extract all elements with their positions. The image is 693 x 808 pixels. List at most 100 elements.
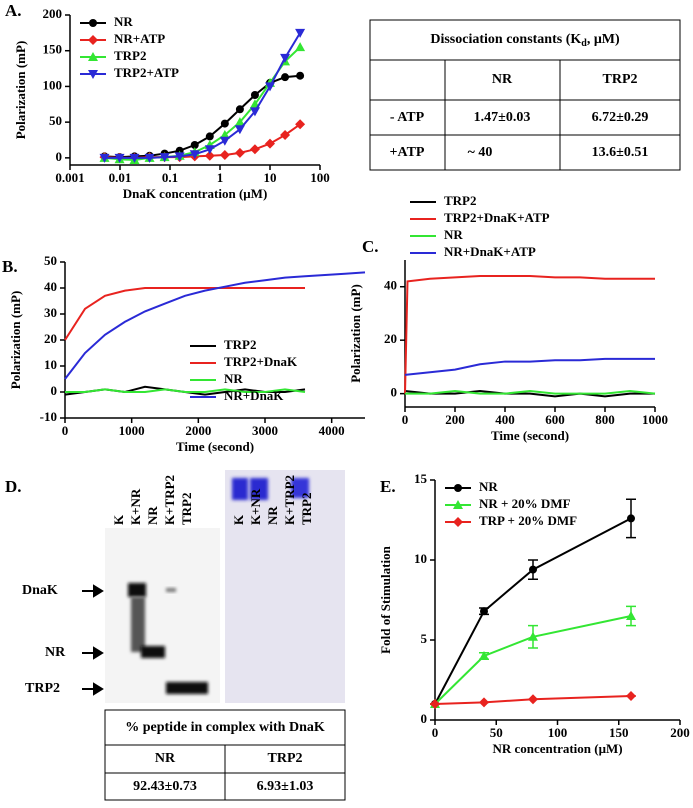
row-label: - ATP xyxy=(390,110,425,125)
x-axis-title: Time (second) xyxy=(491,428,569,443)
x-tick-label: 600 xyxy=(545,412,565,427)
data-point xyxy=(114,153,125,163)
gel-left xyxy=(105,528,220,703)
panel-label: B. xyxy=(2,257,18,276)
data-point xyxy=(129,153,140,163)
legend-label: TRP2+DnaK xyxy=(224,354,298,369)
y-axis-title: Polarization (mP) xyxy=(348,284,363,383)
data-point xyxy=(159,153,170,163)
gel-right xyxy=(225,470,345,703)
data-point xyxy=(250,91,259,99)
data-point xyxy=(265,138,275,149)
legend-label: TRP + 20% DMF xyxy=(479,513,577,528)
gel-lane-labels: K K+NR NR K+TRP2 TRP2 K K+NR NR K+TRP2 T… xyxy=(111,475,314,525)
x-tick-label: 100 xyxy=(310,170,330,185)
data-point xyxy=(189,150,200,160)
series-line xyxy=(405,389,656,395)
data-point xyxy=(99,153,110,163)
y-tick-label: 200 xyxy=(43,6,63,21)
complex-table xyxy=(104,709,346,801)
data-point xyxy=(295,42,306,52)
legend-label: NR+ATP xyxy=(114,31,165,46)
panel-label: D. xyxy=(5,477,22,496)
legend-marker xyxy=(89,19,97,27)
x-tick-label: 1 xyxy=(217,170,224,185)
data-point xyxy=(144,153,155,163)
x-axis-title: Time (second) xyxy=(176,439,254,454)
series-line xyxy=(64,287,305,341)
gel-markers: DnaK NR TRP2 xyxy=(22,583,104,696)
column-header: NR xyxy=(492,72,513,87)
lane-label: NR xyxy=(265,506,280,525)
x-tick-label: 200 xyxy=(670,725,690,740)
data-point xyxy=(280,130,291,140)
table-cell: ~ 40 xyxy=(468,145,493,160)
series-line xyxy=(434,695,632,705)
table-cell: 92.43±0.73 xyxy=(133,779,197,794)
data-point xyxy=(280,53,291,63)
x-tick-label: 0.001 xyxy=(55,170,84,185)
lane-label: K xyxy=(231,514,246,525)
legend-marker xyxy=(454,484,462,492)
lane-label: K+TRP2 xyxy=(282,475,297,525)
legend-marker xyxy=(88,52,98,61)
lane-label: NR xyxy=(145,506,160,525)
legend-marker xyxy=(88,35,98,45)
x-tick-label: 50 xyxy=(490,725,503,740)
y-tick-label: 50 xyxy=(49,113,62,128)
data-point xyxy=(295,28,306,38)
x-tick-label: 10 xyxy=(264,170,277,185)
data-point xyxy=(219,150,230,160)
y-tick-label: 10 xyxy=(414,551,427,566)
legend-marker xyxy=(453,500,463,509)
data-point xyxy=(204,150,215,161)
x-tick-label: 200 xyxy=(445,412,465,427)
legend-label: NR+DnaK+ATP xyxy=(444,244,536,259)
data-point xyxy=(296,71,305,80)
series-line xyxy=(434,615,632,705)
y-tick-label: 0 xyxy=(51,383,58,398)
kd-table-title: Dissociation constants (Kd, μM) xyxy=(430,32,620,49)
y-tick-label: 40 xyxy=(384,278,397,293)
y-tick-label: 150 xyxy=(43,42,63,57)
data-point xyxy=(205,132,214,141)
x-tick-label: 0 xyxy=(62,423,69,438)
data-point xyxy=(219,136,230,146)
y-axis-title: Fold of Stimulation xyxy=(378,545,393,653)
x-tick-label: 400 xyxy=(495,412,515,427)
legend-marker xyxy=(453,517,463,527)
legend-label: TRP2+DnaK+ATP xyxy=(444,210,550,225)
data-point xyxy=(528,631,538,641)
table-cell: 6.93±1.03 xyxy=(257,779,314,794)
x-tick-label: 3000 xyxy=(252,423,278,438)
x-tick-label: 150 xyxy=(609,725,629,740)
x-tick-label: 0 xyxy=(402,412,409,427)
legend-label: TRP2 xyxy=(114,48,147,63)
legend-marker xyxy=(88,70,98,79)
x-tick-label: 0.1 xyxy=(162,170,178,185)
column-header: TRP2 xyxy=(268,751,303,766)
panel-label: A. xyxy=(5,1,22,20)
y-tick-label: 5 xyxy=(421,631,428,646)
y-tick-label: 20 xyxy=(384,331,397,346)
data-point xyxy=(626,611,636,620)
data-point xyxy=(295,119,306,130)
x-axis-title: NR concentration (μM) xyxy=(492,741,622,756)
table-cell: 1.47±0.03 xyxy=(474,110,531,125)
x-tick-label: 0.01 xyxy=(109,170,132,185)
legend-label: NR xyxy=(114,14,133,29)
legend-label: TRP2 xyxy=(444,193,477,208)
marker-label: TRP2 xyxy=(25,681,60,696)
lane-label: K xyxy=(111,514,126,525)
y-axis-title: Polarization (mP) xyxy=(8,291,23,390)
complex-table-title: % peptide in complex with DnaK xyxy=(125,720,325,735)
x-tick-label: 1000 xyxy=(119,423,145,438)
x-tick-label: 0 xyxy=(432,725,439,740)
marker-label: NR xyxy=(45,645,66,660)
x-tick-label: 800 xyxy=(595,412,615,427)
series-line xyxy=(404,389,655,398)
column-header: TRP2 xyxy=(603,72,638,87)
panel-label: C. xyxy=(362,237,379,256)
y-axis-title: Polarization (mP) xyxy=(13,41,28,140)
